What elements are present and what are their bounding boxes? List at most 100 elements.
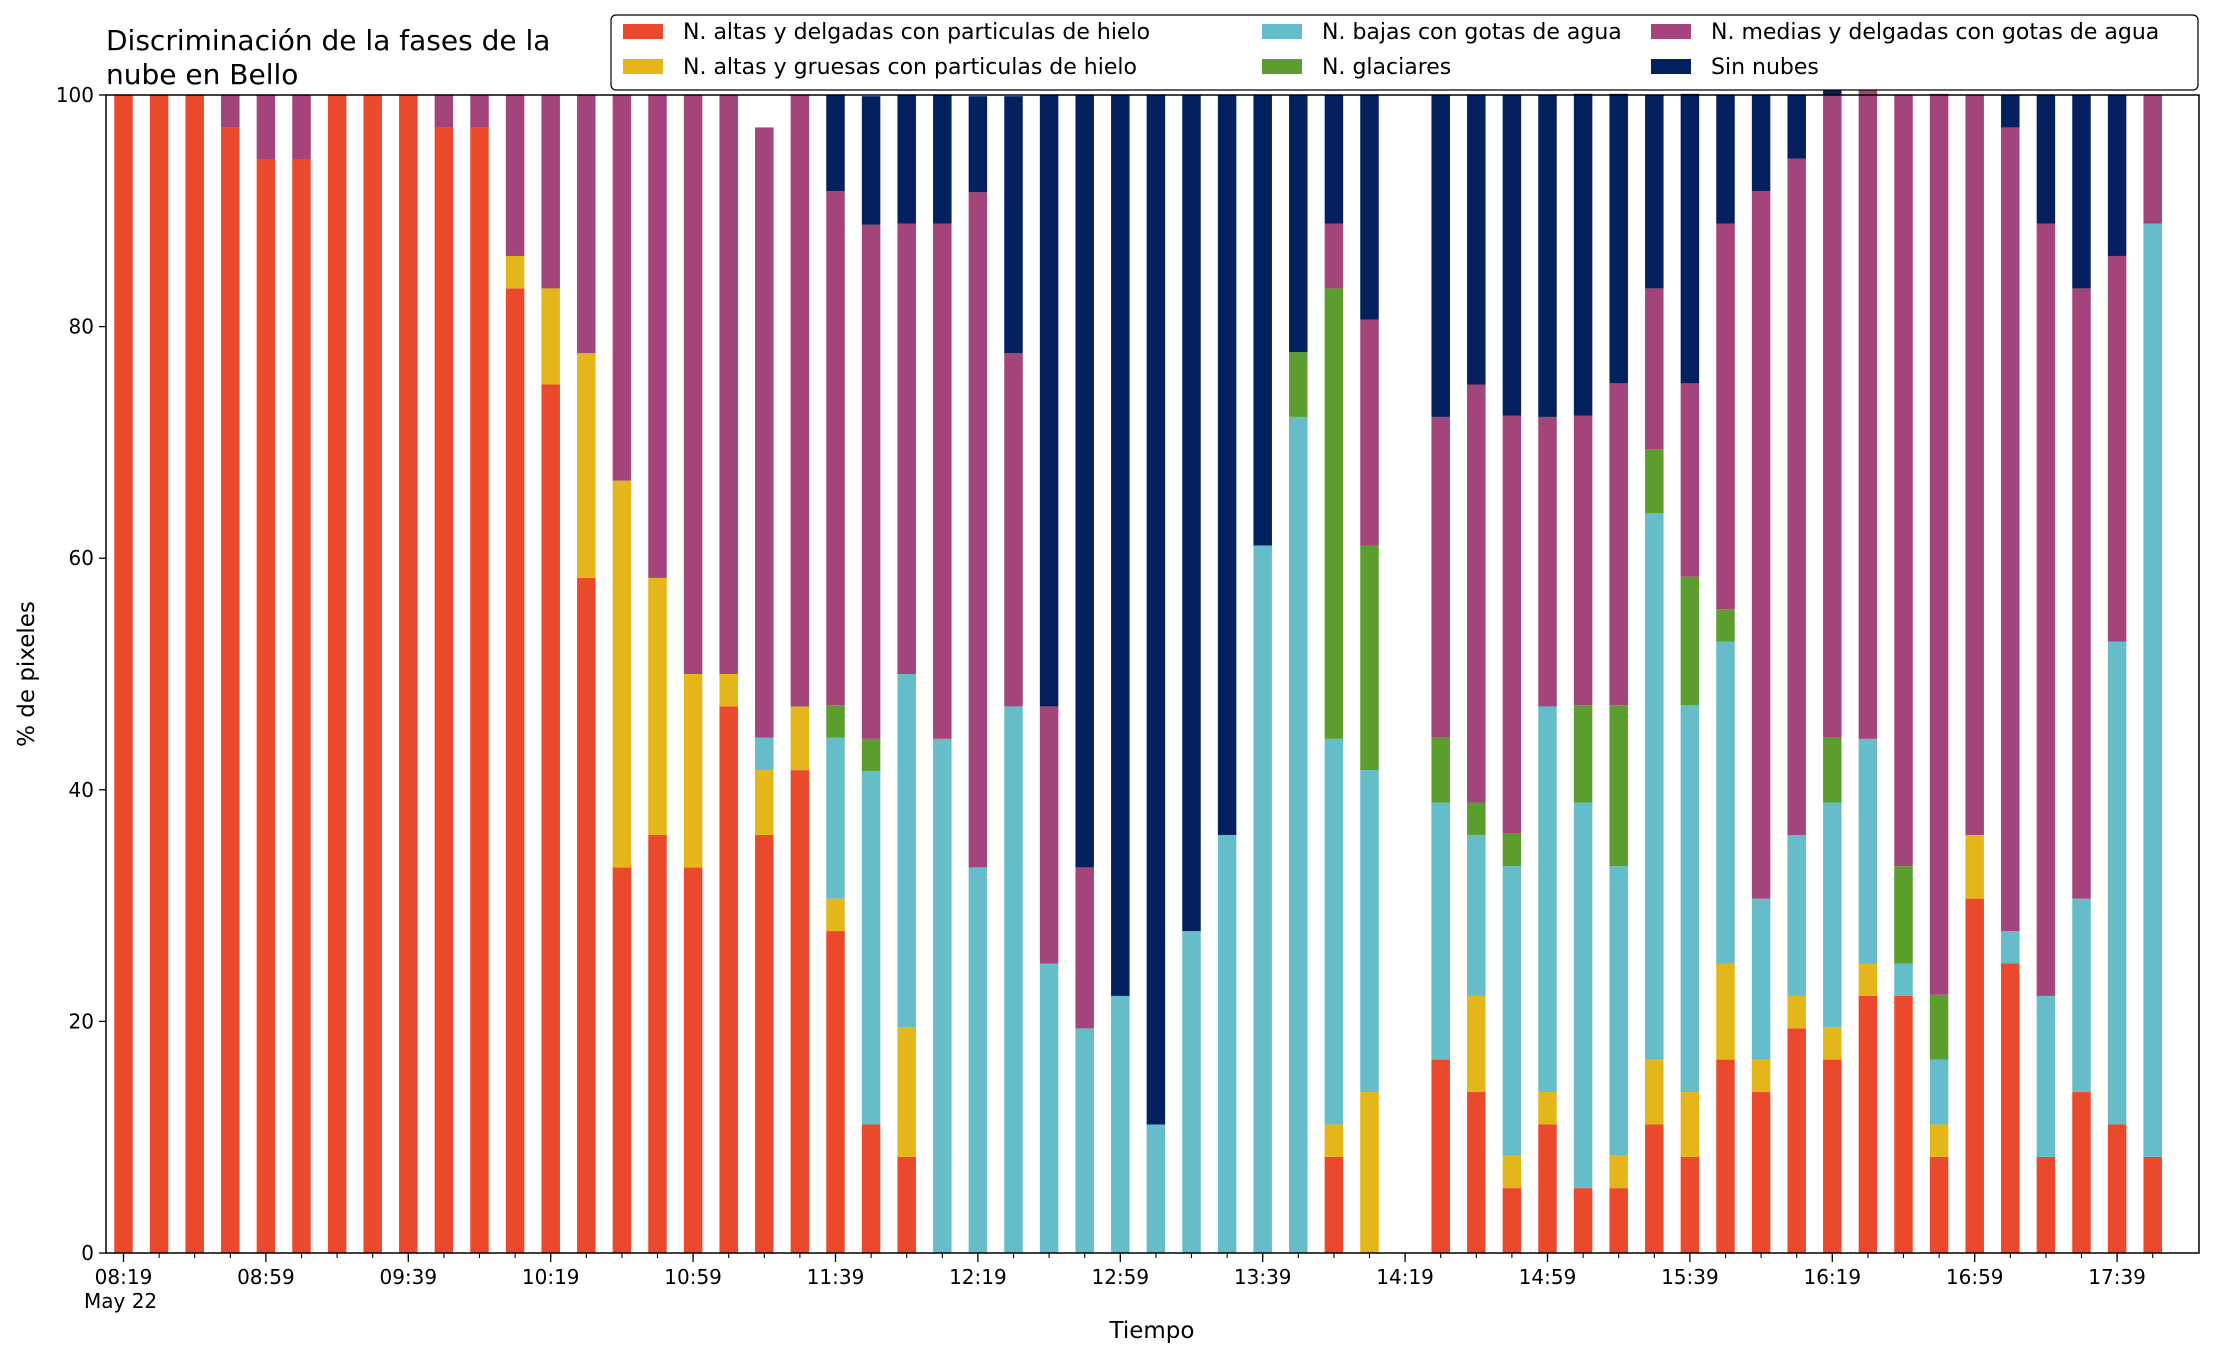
bar-segment	[1645, 1124, 1664, 1253]
bar-segment	[149, 95, 169, 1253]
bar-segment	[221, 127, 240, 1253]
bar-segment	[1751, 898, 1771, 1060]
bar-segment	[2072, 95, 2091, 289]
x-date-label: May 22	[84, 1289, 157, 1313]
legend-label: N. altas y gruesas con particulas de hie…	[683, 55, 1137, 80]
bar-segment	[683, 867, 703, 1253]
x-tick-label: 09:39	[379, 1265, 437, 1289]
bar-segment	[1609, 383, 1628, 706]
x-tick-label: 12:19	[949, 1265, 1007, 1289]
bar-segment	[1004, 96, 1023, 354]
bar-segment	[1039, 963, 1059, 1253]
bar-segment	[2036, 995, 2056, 1157]
bar-segment	[2036, 95, 2056, 224]
bar-segment	[648, 95, 667, 578]
legend-items: N. altas y delgadas con particulas de hi…	[623, 20, 2159, 80]
x-tick-label: 14:59	[1519, 1265, 1577, 1289]
bar-segment	[1004, 706, 1023, 1253]
bar-segment	[185, 95, 204, 1253]
bar-segment	[1538, 706, 1557, 1093]
bar-segment	[826, 931, 845, 1253]
bar-segment	[1823, 95, 1842, 738]
bar-segment	[1573, 802, 1593, 1189]
bar-segment	[1289, 416, 1308, 1253]
bar-segment	[1858, 738, 1878, 964]
bar-segment	[1324, 95, 1344, 224]
y-tick-label: 100	[56, 83, 94, 107]
bar-segment	[826, 191, 845, 706]
bar-segment	[541, 288, 560, 385]
x-tick-label: 11:39	[807, 1265, 865, 1289]
legend-swatch	[1651, 59, 1691, 74]
bar-segment	[1823, 737, 1842, 803]
y-ticks-group: 0 20 40 60 80 100	[56, 83, 106, 1265]
bar-segment	[826, 95, 845, 192]
x-tick-label: 15:39	[1661, 1265, 1719, 1289]
y-tick-label: 40	[69, 778, 94, 802]
bar-segment	[612, 867, 632, 1253]
bar-segment	[1573, 93, 1593, 416]
bar-segment	[470, 95, 489, 128]
bar-segment	[1645, 1059, 1664, 1125]
bar-segment	[897, 1027, 916, 1157]
bar-segment	[1680, 705, 1700, 1093]
bar-segment	[1929, 93, 1949, 995]
bar-segment	[1787, 1028, 1806, 1253]
bar-segment	[790, 770, 810, 1253]
bar-segment	[612, 480, 632, 868]
bar-segment	[1289, 352, 1308, 417]
bar-segment	[1716, 223, 1735, 610]
bar-segment	[505, 288, 525, 1253]
bar-segment	[2143, 1156, 2162, 1253]
bar-segment	[1502, 833, 1522, 867]
bar-segment	[1680, 1092, 1700, 1157]
bar-segment	[2107, 95, 2127, 256]
bar-segment	[2036, 223, 2056, 996]
bar-segment	[2036, 1156, 2056, 1253]
bar-segment	[1182, 95, 1201, 932]
bar-segment	[1751, 1059, 1771, 1093]
bar-segment	[755, 737, 774, 771]
legend-label: N. bajas con gotas de agua	[1322, 20, 1622, 45]
bar-segment	[1467, 834, 1486, 996]
x-ticks-group: 08:19 08:59 09:39 10:19 10:59 11:39 12:19 12:59…	[95, 1253, 2154, 1289]
bar-segment	[1751, 95, 1771, 192]
bar-segment	[363, 95, 382, 1253]
y-tick-label: 20	[69, 1009, 94, 1033]
x-tick-label: 08:19	[95, 1265, 153, 1289]
x-tick-label: 12:59	[1091, 1265, 1149, 1289]
bar-segment	[221, 95, 240, 128]
bar-segment	[1858, 62, 1878, 739]
bar-segment	[968, 867, 988, 1253]
bar-segment	[1538, 1124, 1557, 1253]
bar-segment	[719, 674, 738, 707]
bar-segment	[826, 705, 845, 738]
bar-segment	[1324, 1124, 1344, 1157]
bar-segment	[1075, 867, 1094, 1029]
bar-segment	[1823, 1027, 1842, 1060]
bar-segment	[1039, 706, 1059, 964]
x-tick-label: 14:19	[1376, 1265, 1434, 1289]
x-tick-label: 08:59	[237, 1265, 295, 1289]
legend-label: N. medias y delgadas con gotas de agua	[1711, 20, 2159, 45]
legend-label: N. altas y delgadas con particulas de hi…	[683, 20, 1150, 45]
bar-segment	[1894, 95, 1913, 867]
bar-segment	[1680, 576, 1700, 706]
bar-segment	[1324, 1156, 1344, 1253]
legend: N. altas y delgadas con particulas de hi…	[610, 14, 2199, 91]
bar-segment	[2001, 95, 2020, 128]
bar-segment	[1502, 1155, 1522, 1189]
x-tick-label: 16:59	[1946, 1265, 2004, 1289]
bar-segment	[826, 737, 845, 899]
bar-segment	[505, 95, 525, 256]
legend-box	[610, 14, 2199, 91]
bar-segment	[612, 95, 632, 481]
bar-segment	[897, 674, 916, 1028]
bar-segment	[755, 834, 774, 1253]
bar-segment	[1858, 963, 1878, 996]
bar-segment	[1823, 1059, 1842, 1253]
bar-segment	[1645, 513, 1664, 1060]
bar-segment	[1538, 1092, 1557, 1125]
legend-swatch	[1262, 59, 1302, 74]
